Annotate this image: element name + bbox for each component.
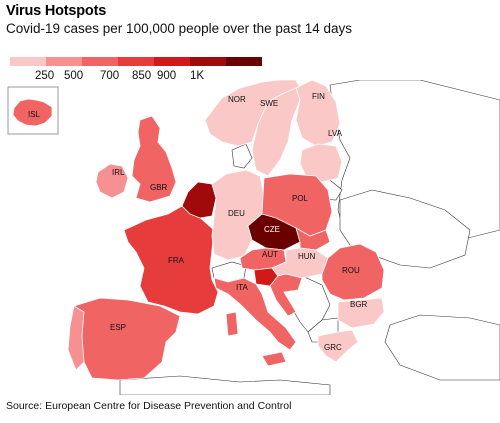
country-sardinia	[225, 311, 239, 337]
label-grc: GRC	[324, 343, 342, 352]
legend-swatch-2	[46, 57, 82, 66]
label-deu: DEU	[228, 209, 245, 218]
country-isl	[12, 98, 53, 127]
label-rou: ROU	[342, 266, 360, 275]
country-bgr	[337, 297, 385, 329]
legend-label-250: 250	[35, 70, 55, 82]
land-turkey	[384, 314, 500, 381]
label-fin: FIN	[312, 92, 325, 101]
legend-label-700: 700	[100, 70, 120, 82]
land-denmark	[231, 143, 253, 169]
label-esp: ESP	[110, 323, 126, 332]
legend-swatch-7	[226, 57, 262, 66]
country-croatia	[269, 273, 303, 317]
chart-title: Virus Hotspots	[6, 3, 107, 19]
label-swe: SWE	[260, 99, 278, 108]
country-irl	[95, 163, 129, 199]
label-bgr: BGR	[350, 300, 368, 309]
label-hun: HUN	[298, 252, 316, 261]
label-gbr: GBR	[150, 183, 168, 192]
chart-subtitle: Covid-19 cases per 100,000 people over t…	[6, 21, 352, 36]
label-pol: POL	[292, 194, 309, 203]
country-rou	[321, 243, 385, 301]
source-note: Source: European Centre for Disease Prev…	[6, 400, 292, 412]
land-ukraine	[339, 189, 471, 269]
legend-label-900: 900	[157, 70, 177, 82]
country-swe	[251, 87, 301, 177]
legend-label-500: 500	[64, 70, 84, 82]
country-grc	[317, 329, 359, 363]
country-ita	[213, 277, 297, 351]
label-lva: LVA	[328, 129, 343, 138]
legend-label-1k: 1K	[190, 70, 205, 82]
country-esp	[73, 297, 181, 381]
legend-scale	[10, 57, 262, 66]
country-fin	[295, 80, 341, 147]
country-gbr	[131, 115, 177, 203]
country-lva	[299, 143, 343, 183]
legend-swatch-5	[154, 57, 190, 66]
europe-map: ISL NOR SWE FIN LVA IRL GBR DEU POL CZE …	[0, 80, 500, 395]
label-ita: ITA	[236, 283, 249, 292]
country-sicily	[261, 351, 287, 367]
label-cze: CZE	[264, 225, 280, 234]
map-svg: ISL NOR SWE FIN LVA IRL GBR DEU POL CZE …	[7, 80, 500, 395]
label-nor: NOR	[228, 95, 246, 104]
country-slovakia	[295, 227, 331, 251]
iceland-inset-frame	[7, 86, 59, 135]
land-north-africa	[119, 375, 331, 395]
label-isl: ISL	[28, 110, 41, 119]
legend-label-850: 850	[132, 70, 152, 82]
label-aut: AUT	[262, 250, 278, 259]
country-portugal	[67, 305, 85, 371]
legend-swatch-6	[190, 57, 226, 66]
label-irl: IRL	[112, 168, 125, 177]
legend-swatch-1	[10, 57, 46, 66]
legend-swatch-3	[82, 57, 118, 66]
label-fra: FRA	[168, 256, 185, 265]
legend-swatch-4	[118, 57, 154, 66]
